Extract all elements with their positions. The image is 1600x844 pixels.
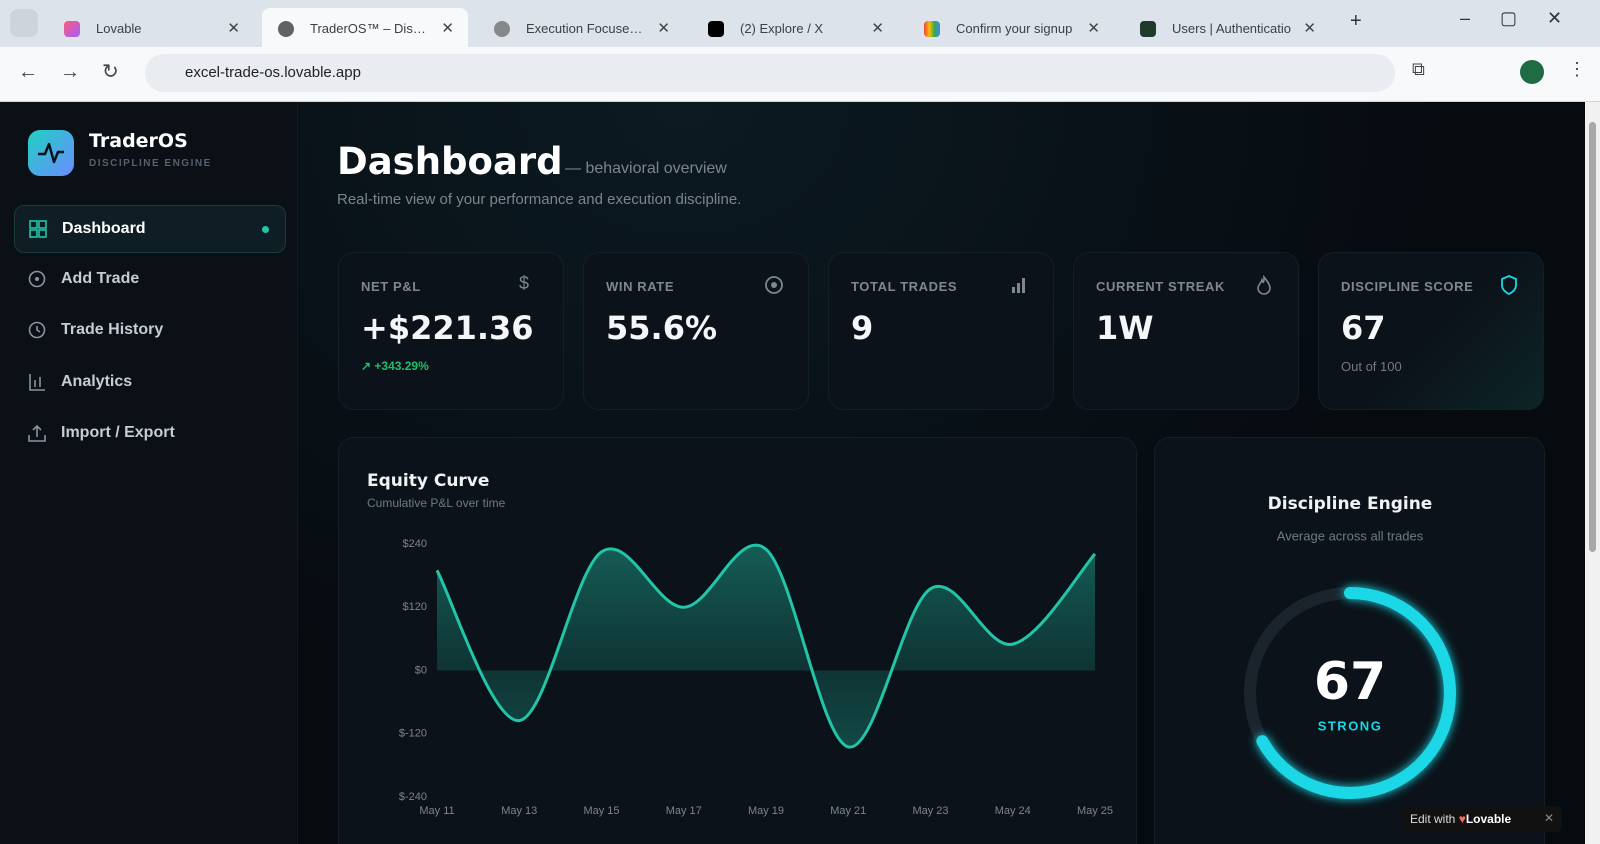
- stat-change: ↗ +343.29%: [361, 359, 429, 373]
- stat-label: DISCIPLINE SCORE: [1341, 279, 1474, 294]
- new-tab[interactable]: +: [1350, 10, 1362, 32]
- stat-icon: [1012, 278, 1025, 293]
- badge-text: Edit with: [1410, 812, 1456, 826]
- lovable-badge[interactable]: Edit with ♥Lovable ✕: [1402, 806, 1562, 832]
- stat-label: TOTAL TRADES: [851, 279, 958, 294]
- extensions[interactable]: ⧉: [1412, 59, 1425, 79]
- x-tick-label: May 15: [583, 805, 619, 817]
- badge-brand: Lovable: [1465, 812, 1512, 826]
- page-subtitle: — behavioral overview: [565, 160, 727, 177]
- tagline: DISCIPLINE ENGINE: [89, 158, 212, 169]
- stat-icon: [765, 276, 783, 294]
- nav-label: Add Trade: [61, 270, 140, 287]
- profile[interactable]: [1520, 60, 1544, 84]
- logo: [28, 130, 74, 176]
- x-tick-label: May 13: [501, 805, 537, 817]
- stat-value: +$221.36: [361, 309, 534, 347]
- address-bar: ←→↻ excel-trade-os.lovable.app ⧉ ⋮: [0, 47, 1600, 102]
- page-title: Dashboard: [337, 140, 563, 183]
- nav-label: Trade History: [61, 321, 164, 338]
- equity-area: [437, 545, 1095, 748]
- menu[interactable]: ⋮: [1568, 59, 1586, 79]
- gauge-subtitle: Average across all trades: [1277, 528, 1424, 543]
- y-tick-label: $0: [415, 664, 427, 676]
- nav-label: Dashboard: [62, 220, 146, 237]
- stat-icon: $: [519, 273, 530, 293]
- brand: TraderOS: [89, 130, 188, 152]
- x-tick-label: May 23: [912, 805, 948, 817]
- stat-card: TOTAL TRADES 9: [828, 252, 1054, 410]
- stat-value: 1W: [1096, 309, 1154, 347]
- url: excel-trade-os.lovable.app: [185, 64, 361, 81]
- tab-menu[interactable]: [10, 9, 38, 37]
- stat-card: CURRENT STREAK 1W: [1073, 252, 1299, 410]
- tab[interactable]: Lovable ✕: [48, 8, 254, 47]
- stat-icon: [1501, 275, 1517, 295]
- tab[interactable]: TraderOS™ – Discipli ✕: [262, 8, 468, 47]
- nav-item[interactable]: Analytics: [14, 359, 286, 407]
- x-tick-label: May 25: [1077, 805, 1113, 817]
- nav-item[interactable]: Trade History: [14, 307, 286, 355]
- x-tick-label: May 24: [995, 805, 1031, 817]
- x-tick-label: May 21: [830, 805, 866, 817]
- window-controls[interactable]: –▢✕: [1460, 8, 1593, 28]
- stat-label: NET P&L: [361, 279, 421, 294]
- discipline-card: [1154, 437, 1545, 844]
- nav-item[interactable]: Import / Export: [14, 410, 286, 458]
- stat-card: NET P&L $ +$221.36 ↗ +343.29%: [338, 252, 564, 410]
- stat-value: 55.6%: [606, 309, 718, 347]
- stat-icon: [1257, 275, 1271, 295]
- y-tick-label: $-240: [399, 791, 427, 803]
- x-tick-label: May 11: [419, 805, 454, 817]
- gauge-title: Discipline Engine: [1268, 494, 1433, 514]
- sidebar: TraderOS DISCIPLINE ENGINE Dashboard Add…: [0, 102, 298, 844]
- gauge-score: 67: [1314, 652, 1386, 712]
- scrollbar[interactable]: [1585, 102, 1600, 844]
- nav-buttons[interactable]: ←→↻: [18, 61, 141, 83]
- stat-value: 67: [1341, 309, 1386, 347]
- tab[interactable]: Users | Authenticatio ✕: [1124, 8, 1330, 47]
- main: Dashboard — behavioral overview Real-tim…: [298, 102, 1585, 844]
- url-field[interactable]: excel-trade-os.lovable.app: [145, 54, 1395, 92]
- x-tick-label: May 17: [666, 805, 702, 817]
- tab[interactable]: (2) Explore / X ✕: [692, 8, 898, 47]
- equity-line: [435, 543, 1097, 749]
- nav-item[interactable]: Add Trade: [14, 256, 286, 304]
- y-tick-label: $120: [403, 601, 427, 613]
- nav-label: Analytics: [61, 373, 133, 390]
- page-description: Real-time view of your performance and e…: [337, 191, 742, 208]
- y-tick-label: $240: [403, 538, 427, 550]
- stat-label: WIN RATE: [606, 279, 675, 294]
- tab[interactable]: Confirm your signup ✕: [908, 8, 1114, 47]
- stat-note: Out of 100: [1341, 359, 1402, 374]
- chart-title: Equity Curve: [367, 471, 489, 491]
- y-tick-label: $-120: [399, 728, 427, 740]
- stat-label: CURRENT STREAK: [1096, 279, 1226, 294]
- nav-item[interactable]: Dashboard: [14, 205, 286, 253]
- gauge-status: STRONG: [1318, 718, 1383, 733]
- tab-bar: Lovable ✕ TraderOS™ – Discipli ✕ Execution…: [0, 0, 1600, 47]
- stat-note: +343.29%: [374, 359, 429, 373]
- chart-subtitle: Cumulative P&L over time: [367, 496, 506, 510]
- stat-value: 9: [851, 309, 874, 347]
- stat-card: DISCIPLINE SCORE 67 Out of 100: [1318, 252, 1544, 410]
- x-tick-label: May 19: [748, 805, 784, 817]
- stat-card: WIN RATE 55.6%: [583, 252, 809, 410]
- tab[interactable]: Execution Focused C ✕: [478, 8, 684, 47]
- gauge-arc: [1256, 587, 1456, 799]
- nav-label: Import / Export: [61, 424, 175, 441]
